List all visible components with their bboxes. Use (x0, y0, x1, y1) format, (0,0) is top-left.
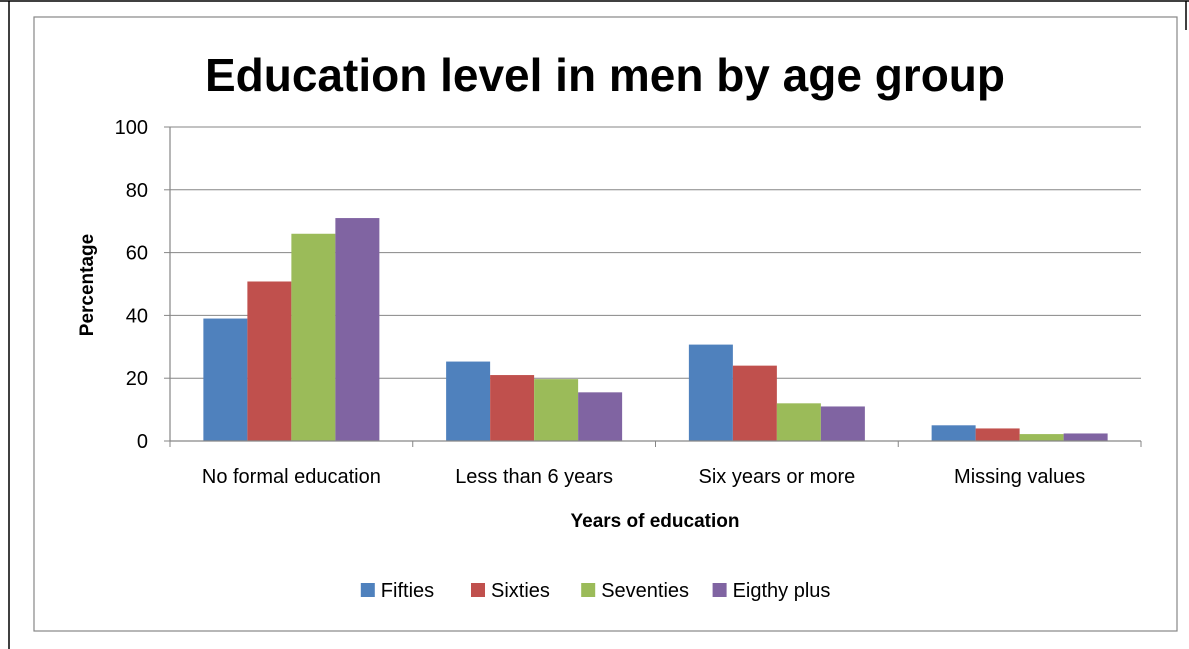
bar-eigthy-plus (578, 392, 623, 441)
bar-seventies (534, 379, 579, 441)
bar-fifties (688, 344, 733, 441)
y-tick-labels: 0 20 40 60 80 100 (115, 117, 148, 453)
bar-sixties (490, 375, 535, 441)
y-tick-label: 60 (126, 243, 148, 265)
y-tick-label: 100 (115, 117, 148, 139)
legend-label-fifties: Fifties (381, 580, 434, 602)
y-tick-label: 20 (126, 368, 148, 390)
legend-label-eigthy-plus: Eigthy plus (733, 580, 831, 602)
legend: Fifties Sixties Seventies Eigthy plus (360, 580, 831, 602)
legend-swatch-fifties (360, 583, 375, 597)
bar-eigthy-plus (1063, 433, 1108, 441)
bar-sixties (975, 428, 1020, 441)
x-tick-labels: No formal education Less than 6 years Six … (202, 466, 1085, 488)
bar-sixties (247, 281, 292, 441)
y-axis-title: Percentage (77, 234, 98, 336)
legend-swatch-sixties (471, 583, 485, 597)
bar-seventies (291, 233, 336, 441)
x-tick-label: Less than 6 years (455, 466, 613, 488)
legend-swatch-seventies (581, 583, 596, 597)
x-axis-title: Years of education (571, 511, 740, 532)
bar-seventies (1019, 434, 1064, 441)
y-tick-label: 80 (126, 180, 148, 202)
x-tick-label: No formal education (202, 466, 381, 488)
axes (169, 127, 1142, 447)
legend-label-sixties: Sixties (491, 580, 550, 602)
legend-swatch-eigthy-plus (712, 583, 727, 597)
chart-title: Education level in men by age group (205, 49, 1005, 101)
y-tick-label: 0 (137, 431, 148, 453)
bar-sixties (732, 365, 777, 441)
x-tick-label: Missing values (954, 466, 1085, 488)
bar-fifties (446, 361, 491, 441)
bars (203, 218, 1108, 441)
bar-eigthy-plus (335, 218, 380, 441)
bar-seventies (776, 403, 821, 441)
bar-eigthy-plus (820, 406, 865, 441)
bar-fifties (203, 318, 248, 441)
y-tick-label: 40 (126, 305, 148, 327)
legend-label-seventies: Seventies (601, 580, 689, 602)
bar-fifties (931, 425, 976, 441)
x-tick-label: Six years or more (699, 466, 856, 488)
